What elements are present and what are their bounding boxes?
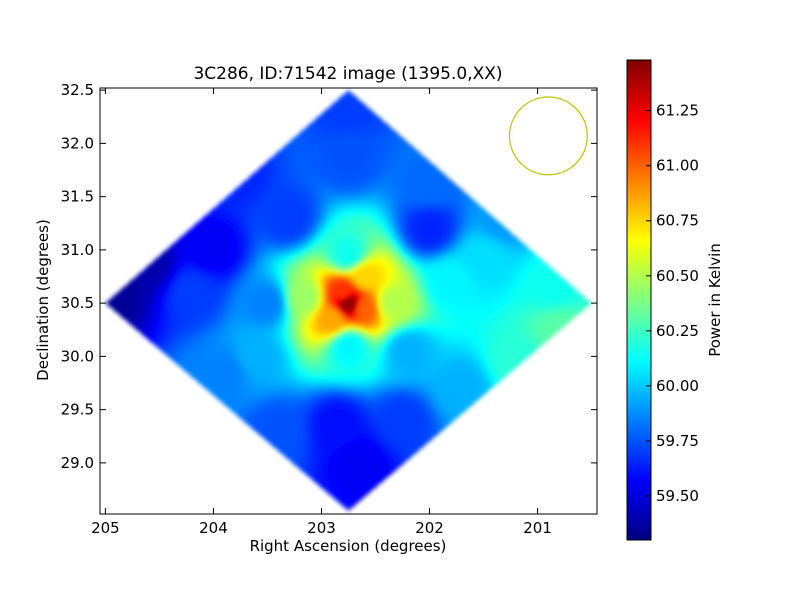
x-tick-label-2: 203	[307, 519, 336, 537]
colorbar-tick-label-3: 60.25	[656, 322, 699, 340]
colorbar-ticks: 59.50 59.75 60.00 60.25 60.50 60.75 61.00 61.25	[646, 102, 699, 505]
colorbar-tick-label-6: 61.00	[656, 157, 699, 175]
colorbar-tick-label-7: 61.25	[656, 102, 699, 120]
y-tick-label-0: 32.5	[61, 81, 94, 99]
x-axis-ticks: 205 204 203 202 201	[91, 88, 552, 537]
x-tick-label-3: 202	[415, 519, 444, 537]
x-axis-label: Right Ascension (degrees)	[250, 537, 447, 555]
y-tick-label-4: 30.5	[61, 294, 94, 312]
heatmap-layer	[100, 88, 597, 514]
beam-circle	[508, 96, 588, 176]
x-tick-label-4: 201	[523, 519, 552, 537]
y-tick-label-5: 30.0	[61, 347, 94, 365]
colorbar	[626, 59, 652, 541]
y-tick-label-6: 29.5	[61, 401, 94, 419]
chart-title: 3C286, ID:71542 image (1395.0,XX)	[193, 64, 502, 84]
y-axis-label: Declination (degrees)	[34, 219, 52, 381]
colorbar-tick-label-4: 60.50	[656, 267, 699, 285]
plot-frame	[99, 87, 598, 515]
colorbar-tick-label-5: 60.75	[656, 212, 699, 230]
colorbar-tick-label-0: 59.50	[656, 487, 699, 505]
colorbar-label: Power in Kelvin	[706, 243, 724, 357]
y-tick-label-7: 29.0	[61, 454, 94, 472]
colorbar-tick-label-2: 60.00	[656, 377, 699, 395]
x-tick-label-1: 204	[199, 519, 228, 537]
y-tick-label-1: 32.0	[61, 134, 94, 152]
y-tick-label-3: 31.0	[61, 241, 94, 259]
colorbar-tick-label-1: 59.75	[656, 432, 699, 450]
heatmap-image	[100, 88, 597, 514]
x-tick-label-0: 205	[91, 519, 120, 537]
y-tick-label-2: 31.5	[61, 188, 94, 206]
y-axis-ticks: 32.5 32.0 31.5 31.0 30.5 30.0 29.5 29.0	[61, 81, 597, 472]
